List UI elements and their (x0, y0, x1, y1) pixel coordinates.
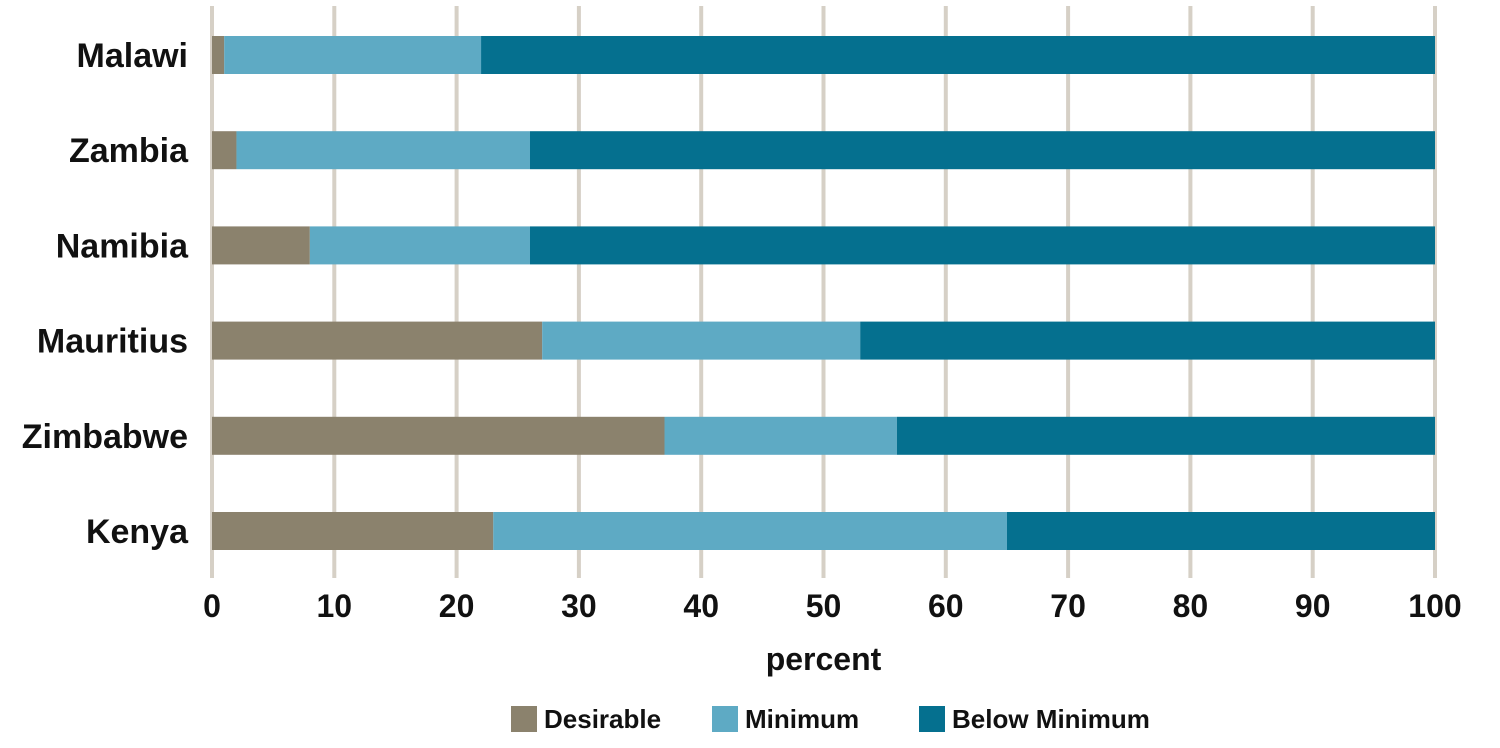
bar-mauritius-minimum (542, 321, 861, 360)
bar-zambia-minimum (236, 131, 530, 170)
legend-label: Minimum (745, 704, 859, 734)
category-label: Namibia (56, 227, 189, 265)
bar-zambia-below-minimum (529, 131, 1435, 170)
category-label: Malawi (77, 37, 188, 75)
legend-label: Below Minimum (952, 704, 1150, 734)
x-tick-label: 30 (561, 588, 597, 624)
bars (212, 36, 1435, 550)
legend-item-minimum: Minimum (712, 704, 859, 734)
category-label: Mauritius (37, 323, 188, 361)
x-tick-label: 80 (1173, 588, 1209, 624)
x-tick-label: 10 (317, 588, 353, 624)
category-label: Kenya (86, 513, 189, 551)
x-tick-labels: 0 10 20 30 40 50 60 70 80 90 100 (203, 588, 1462, 624)
bar-malawi-below-minimum (481, 36, 1435, 74)
bar-namibia-desirable (212, 226, 310, 265)
x-tick-label: 40 (683, 588, 719, 624)
bar-mauritius-below-minimum (860, 321, 1435, 360)
category-labels: Malawi Zambia Namibia Mauritius Zimbabwe Keny… (22, 37, 189, 551)
x-tick-label: 20 (439, 588, 475, 624)
x-axis-title: percent (766, 641, 882, 677)
legend-item-desirable: Desirable (511, 704, 661, 734)
bar-namibia-minimum (309, 226, 530, 265)
gridlines (210, 6, 1437, 578)
bar-malawi-minimum (224, 36, 482, 74)
bar-zimbabwe-below-minimum (896, 416, 1435, 455)
bar-zimbabwe-minimum (664, 416, 897, 455)
bar-namibia-below-minimum (529, 226, 1435, 265)
bar-zimbabwe-desirable (212, 416, 665, 455)
x-tick-label: 0 (203, 588, 221, 624)
bar-malawi-desirable (212, 36, 225, 74)
x-tick-label: 100 (1408, 588, 1461, 624)
bar-kenya-desirable (212, 512, 494, 550)
x-tick-label: 60 (928, 588, 964, 624)
bar-mauritius-desirable (212, 321, 543, 360)
legend-swatch (712, 706, 738, 732)
x-tick-label: 50 (806, 588, 842, 624)
legend-label: Desirable (544, 704, 661, 734)
legend-swatch (511, 706, 537, 732)
category-label: Zimbabwe (22, 418, 188, 456)
bar-kenya-minimum (493, 512, 1007, 550)
category-label: Zambia (69, 132, 189, 170)
legend-swatch (919, 706, 945, 732)
bar-kenya-below-minimum (1006, 512, 1435, 550)
x-tick-label: 70 (1050, 588, 1086, 624)
legend: Desirable Minimum Below Minimum (511, 704, 1150, 734)
bar-zambia-desirable (212, 131, 237, 170)
legend-item-below-minimum: Below Minimum (919, 704, 1150, 734)
x-tick-label: 90 (1295, 588, 1331, 624)
